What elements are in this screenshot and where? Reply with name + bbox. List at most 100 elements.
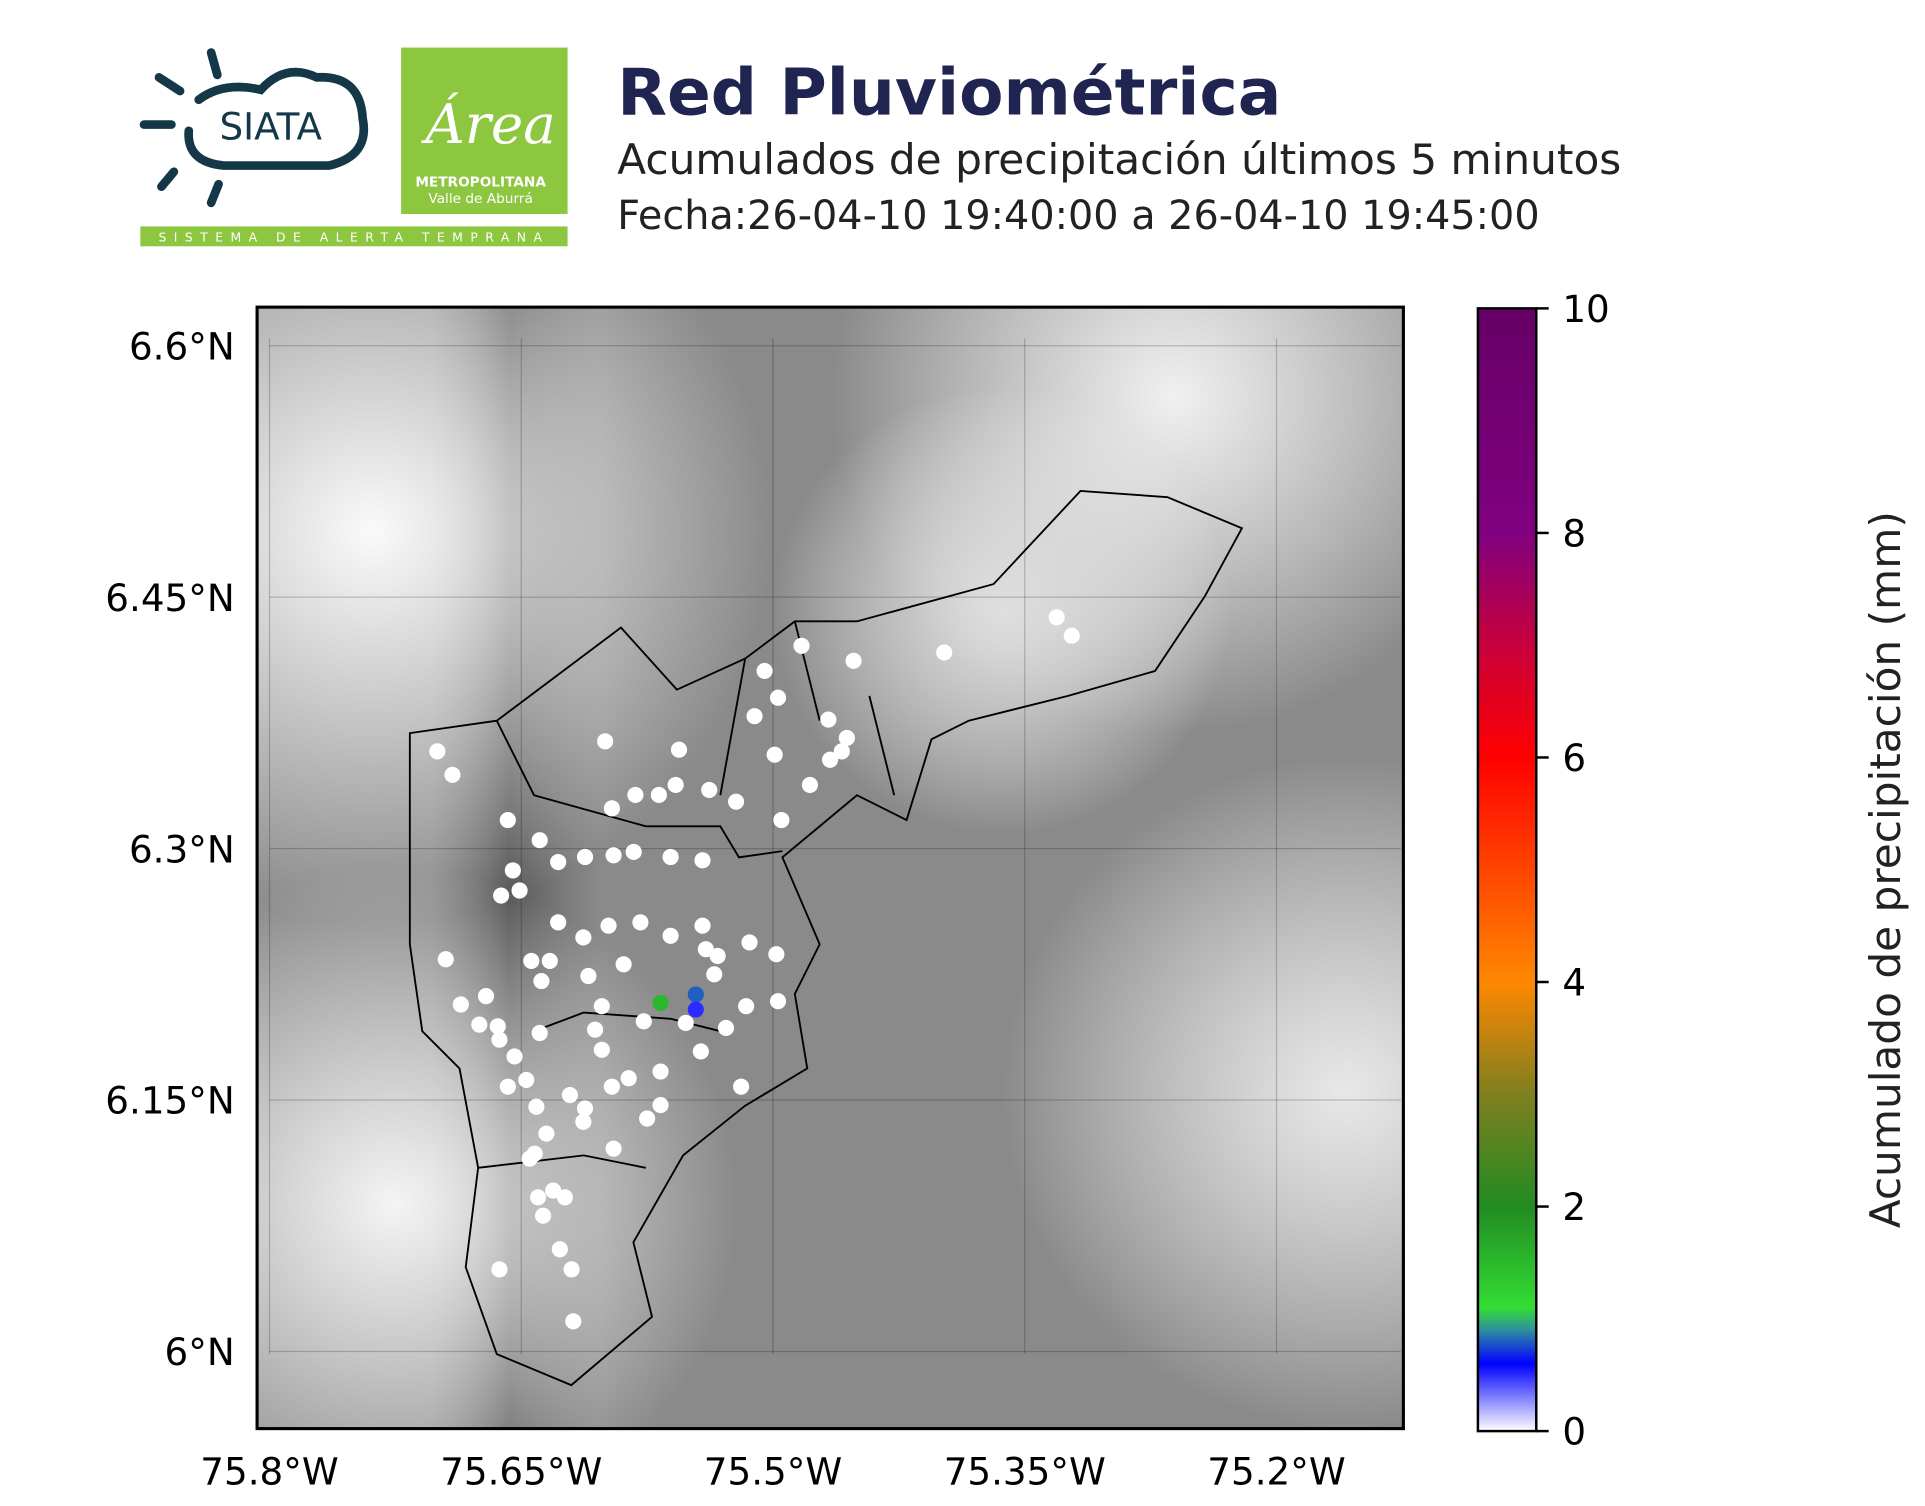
station: [652, 994, 669, 1011]
station: [529, 1189, 547, 1206]
station: [429, 743, 446, 760]
station: [701, 781, 718, 799]
tagline-bar: [140, 226, 568, 247]
chart-title: Red Pluviométrica: [617, 56, 1281, 131]
colorbar-tick-label: 2: [1562, 1185, 1586, 1229]
y-tick-label: 6°N: [165, 1330, 235, 1374]
x-tick-label: 75.8°W: [200, 1450, 338, 1494]
area-script: Área: [420, 92, 555, 156]
station: [605, 1140, 622, 1157]
station: [697, 941, 714, 958]
station: [551, 1241, 568, 1258]
station: [632, 914, 649, 931]
station: [534, 1207, 552, 1224]
station: [687, 986, 704, 1003]
station: [773, 812, 790, 829]
basin-outline: [408, 489, 1244, 1387]
station: [769, 689, 787, 706]
terrain: [257, 307, 1404, 1429]
colorbar-tick-label: 10: [1562, 287, 1609, 331]
x-tick-label: 75.65°W: [440, 1450, 602, 1494]
station: [538, 1125, 555, 1142]
station: [793, 637, 810, 654]
station: [650, 786, 667, 804]
station: [511, 882, 528, 899]
station: [603, 800, 620, 817]
station: [575, 929, 592, 946]
x-tick-label: 75.5°W: [704, 1450, 842, 1494]
colorbar: [1476, 307, 1538, 1433]
station: [587, 1021, 604, 1038]
station: [821, 751, 839, 768]
station: [597, 733, 614, 750]
station: [531, 832, 548, 849]
station: [593, 1041, 610, 1058]
station: [491, 1031, 508, 1048]
station: [493, 887, 510, 904]
chart-subtitle: Acumulados de precipitación últimos 5 mi…: [617, 135, 1621, 184]
station: [615, 956, 632, 973]
station: [677, 1014, 694, 1032]
station: [506, 1048, 523, 1065]
station: [499, 812, 516, 829]
colorbar-tick-label: 0: [1562, 1410, 1586, 1454]
y-tick-label: 6.15°N: [105, 1079, 234, 1123]
station: [687, 1001, 704, 1018]
station: [471, 1016, 488, 1033]
siata-logo: [139, 48, 369, 208]
station: [652, 1097, 669, 1114]
station: [452, 996, 469, 1013]
station: [717, 1019, 735, 1037]
station: [627, 786, 644, 804]
station: [580, 967, 597, 985]
y-tick-label: 6.3°N: [129, 827, 235, 871]
station: [533, 972, 550, 990]
station: [662, 927, 679, 944]
station: [437, 951, 454, 968]
area-logo: [401, 47, 568, 215]
tagline: SISTEMA DE ALERTA TEMPRANA: [158, 229, 549, 244]
station: [600, 917, 617, 934]
plot-area: [268, 338, 1401, 1355]
station: [769, 993, 787, 1010]
station: [639, 1110, 656, 1127]
station: [833, 743, 850, 760]
station: [741, 934, 758, 951]
station: [593, 998, 610, 1015]
station: [531, 1024, 548, 1042]
station: [521, 1150, 538, 1167]
station: [838, 729, 855, 747]
station: [801, 776, 818, 793]
station: [692, 1043, 709, 1060]
station: [620, 1070, 637, 1087]
station: [545, 1182, 562, 1199]
date-range: Fecha:26-04-10 19:40:00 a 26-04-10 19:45…: [617, 193, 1539, 239]
station: [550, 853, 567, 871]
station: [576, 848, 594, 866]
station: [820, 711, 837, 728]
station: [728, 793, 745, 810]
station: [662, 848, 679, 866]
station: [625, 843, 642, 861]
station: [556, 1189, 573, 1206]
station: [746, 708, 763, 725]
station: [550, 914, 567, 931]
station: [605, 847, 622, 864]
station: [561, 1086, 578, 1104]
station: [845, 652, 862, 669]
station: [541, 952, 558, 969]
station: [499, 1078, 516, 1095]
station: [489, 1018, 506, 1035]
x-tick-label: 75.35°W: [944, 1450, 1106, 1494]
station: [766, 746, 783, 763]
station: [667, 776, 684, 793]
station: [477, 988, 495, 1005]
station: [756, 662, 773, 679]
station: [936, 644, 953, 661]
station: [652, 1063, 669, 1080]
colorbar-tick-label: 6: [1562, 736, 1586, 780]
colorbar-label: Acumulado de precipitación (mm): [1861, 511, 1910, 1228]
y-tick-label: 6.45°N: [105, 576, 234, 620]
station: [565, 1313, 582, 1330]
